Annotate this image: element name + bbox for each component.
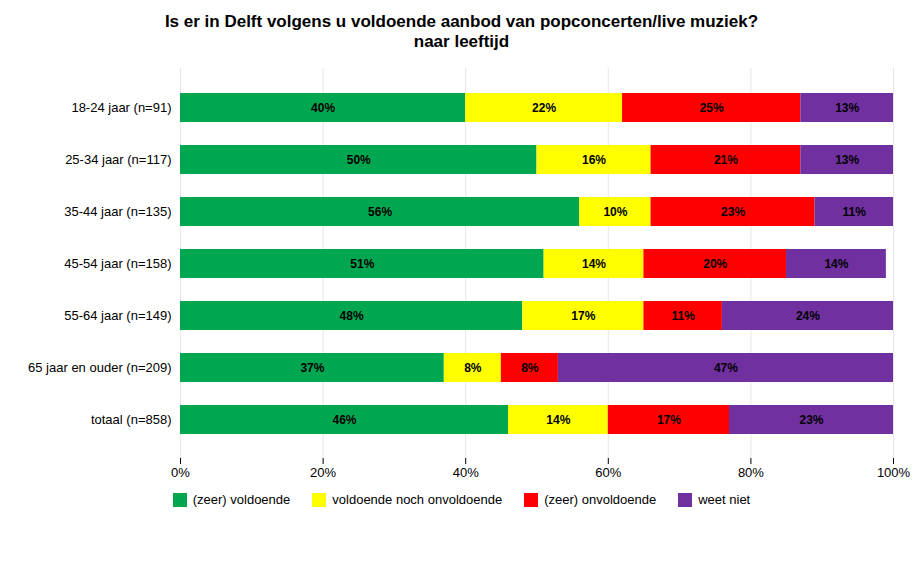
svg-text:20%: 20% (703, 257, 727, 271)
svg-text:18-24 jaar (n=91): 18-24 jaar (n=91) (71, 100, 171, 115)
svg-text:45-54 jaar (n=158): 45-54 jaar (n=158) (64, 256, 171, 271)
svg-text:25%: 25% (700, 101, 724, 115)
svg-text:13%: 13% (835, 153, 859, 167)
html-text:weet niet: weet niet (698, 492, 751, 507)
svg-text:46%: 46% (332, 413, 356, 427)
svg-text:35-44 jaar (n=135): 35-44 jaar (n=135) (64, 204, 171, 219)
svg-text:11%: 11% (843, 205, 867, 219)
html-text:Is er in Delft volgens u voldo: Is er in Delft volgens u voldoende aanbo… (164, 12, 759, 51)
svg-text:14%: 14% (582, 257, 606, 271)
svg-text:24%: 24% (796, 309, 820, 323)
svg-text:23%: 23% (799, 413, 823, 427)
svg-text:17%: 17% (571, 309, 595, 323)
svg-text:65 jaar en ouder (n=209): 65 jaar en ouder (n=209) (28, 360, 171, 375)
svg-text:22%: 22% (532, 101, 556, 115)
svg-text:48%: 48% (340, 309, 364, 323)
svg-text:40%: 40% (311, 101, 335, 115)
svg-text:0%: 0% (171, 465, 190, 480)
svg-text:20%: 20% (310, 465, 336, 480)
html-text:(zeer) onvoldoende: (zeer) onvoldoende (544, 492, 657, 507)
svg-text:14%: 14% (824, 257, 848, 271)
svg-text:21%: 21% (714, 153, 738, 167)
svg-text:14%: 14% (546, 413, 570, 427)
svg-text:50%: 50% (347, 153, 371, 167)
svg-text:100%: 100% (877, 465, 911, 480)
html-text:voldoende noch onvoldoende: voldoende noch onvoldoende (332, 492, 503, 507)
svg-text:13%: 13% (835, 101, 859, 115)
svg-text:8%: 8% (521, 361, 539, 375)
svg-text:51%: 51% (350, 257, 374, 271)
svg-text:47%: 47% (714, 361, 738, 375)
svg-text:37%: 37% (300, 361, 324, 375)
svg-text:17%: 17% (657, 413, 681, 427)
svg-text:40%: 40% (453, 465, 479, 480)
svg-text:16%: 16% (582, 153, 606, 167)
html-text:(zeer) voldoende: (zeer) voldoende (192, 492, 291, 507)
svg-text:80%: 80% (738, 465, 764, 480)
svg-text:11%: 11% (671, 309, 695, 323)
svg-text:60%: 60% (595, 465, 621, 480)
svg-text:8%: 8% (464, 361, 482, 375)
svg-text:56%: 56% (368, 205, 392, 219)
svg-text:25-34 jaar (n=117): 25-34 jaar (n=117) (65, 152, 171, 167)
svg-text:totaal (n=858): totaal (n=858) (91, 412, 172, 427)
svg-text:10%: 10% (603, 205, 627, 219)
svg-text:55-64 jaar (n=149): 55-64 jaar (n=149) (64, 308, 171, 323)
svg-text:23%: 23% (721, 205, 745, 219)
